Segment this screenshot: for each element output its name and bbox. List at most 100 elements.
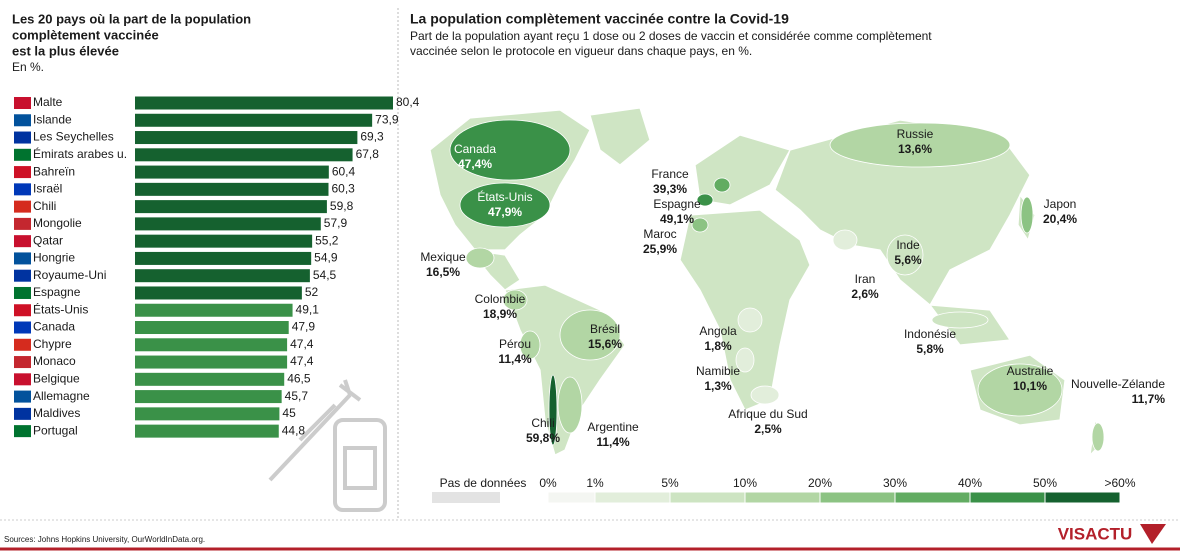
country <box>548 374 558 446</box>
flag <box>14 166 31 179</box>
country-name: Japon <box>1044 197 1077 211</box>
country-value: 2,5% <box>754 422 782 436</box>
flag <box>14 114 31 127</box>
category-label: Maldives <box>33 406 80 420</box>
value-label: 44,8 <box>282 423 306 437</box>
legend-tick-label: 30% <box>883 476 907 490</box>
category-label: Hongrie <box>33 251 75 265</box>
flag <box>14 304 31 317</box>
bar <box>135 424 279 438</box>
category-label: Chypre <box>33 337 72 351</box>
value-label: 60,4 <box>332 164 356 178</box>
country-name: France <box>651 167 689 181</box>
country-name: Afrique du Sud <box>728 407 807 421</box>
flag <box>14 356 31 369</box>
country-value: 5,6% <box>894 253 922 267</box>
legend-swatch <box>669 491 746 504</box>
left-title: Les 20 pays où la part de la population <box>12 11 251 26</box>
country-value: 59,8% <box>526 431 560 445</box>
country-value: 47,4% <box>458 157 492 171</box>
bar <box>135 96 393 110</box>
bar <box>135 251 312 265</box>
bar <box>135 321 289 335</box>
flag <box>14 148 31 161</box>
category-label: Canada <box>33 320 75 334</box>
bar <box>135 355 288 369</box>
map-subtitle: Part de la population ayant reçu 1 dose … <box>410 29 932 43</box>
flag <box>14 131 31 144</box>
value-label: 60,3 <box>332 182 356 196</box>
legend-swatch <box>819 491 896 504</box>
left-title: est la plus élevée <box>12 43 119 58</box>
legend-tick-label: 10% <box>733 476 757 490</box>
bar <box>135 217 321 231</box>
category-label: Israël <box>33 182 62 196</box>
legend-tick-label: >60% <box>1104 476 1135 490</box>
country <box>829 122 1011 168</box>
country-name: Indonésie <box>904 327 956 341</box>
bar <box>135 338 288 352</box>
country-value: 2,6% <box>851 287 879 301</box>
bar <box>135 303 293 317</box>
country-value: 16,5% <box>426 265 460 279</box>
category-label: Espagne <box>33 285 81 299</box>
category-label: Chili <box>33 199 56 213</box>
bar <box>135 269 310 283</box>
country-name: Chili <box>531 416 554 430</box>
category-label: États-Unis <box>33 301 88 316</box>
category-label: Malte <box>33 95 63 109</box>
legend-swatch <box>969 491 1046 504</box>
country <box>886 234 924 276</box>
country-value: 20,4% <box>1043 212 1077 226</box>
country <box>559 309 621 361</box>
category-label: Mongolie <box>33 216 82 230</box>
country-value: 39,3% <box>653 182 687 196</box>
country-name: Maroc <box>643 227 676 241</box>
bar <box>135 165 329 179</box>
bar <box>135 113 373 127</box>
country-value: 47,9% <box>488 205 522 219</box>
bar <box>135 372 285 386</box>
category-label: Émirats arabes u. <box>33 146 127 161</box>
value-label: 45 <box>282 406 296 420</box>
flag <box>14 183 31 196</box>
bar <box>135 200 327 214</box>
value-label: 54,9 <box>314 251 338 265</box>
country-name: Espagne <box>653 197 701 211</box>
country-name: Namibie <box>696 364 740 378</box>
value-label: 80,4 <box>396 95 420 109</box>
value-label: 46,5 <box>287 371 311 385</box>
legend-no-data: Pas de données <box>440 476 527 490</box>
source: Sources: Johns Hopkins University, OurWo… <box>4 535 205 544</box>
bar <box>135 182 329 196</box>
category-label: Bahreïn <box>33 164 75 178</box>
legend-swatch <box>744 491 821 504</box>
country-value: 11,7% <box>1132 392 1166 406</box>
bar <box>135 390 282 404</box>
value-label: 47,4 <box>290 354 314 368</box>
legend-tick-label: 40% <box>958 476 982 490</box>
country <box>459 182 551 228</box>
country <box>557 376 583 434</box>
flag <box>14 235 31 248</box>
category-label: Islande <box>33 112 72 126</box>
country <box>750 385 780 405</box>
country <box>931 311 989 329</box>
category-label: Royaume-Uni <box>33 268 106 282</box>
flag <box>14 217 31 230</box>
country <box>465 247 495 269</box>
legend-tick-label: 5% <box>661 476 679 490</box>
flag <box>14 373 31 386</box>
value-label: 67,8 <box>356 147 380 161</box>
country-name: Russie <box>897 127 934 141</box>
bar <box>135 234 313 248</box>
country-name: Pérou <box>499 337 531 351</box>
flag <box>14 286 31 299</box>
country-name: États-Unis <box>477 189 532 204</box>
value-label: 49,1 <box>296 302 320 316</box>
country <box>832 229 858 251</box>
value-label: 59,8 <box>330 199 354 213</box>
value-label: 47,9 <box>292 320 316 334</box>
map-title: La population complètement vaccinée cont… <box>410 11 789 27</box>
bar <box>135 407 280 421</box>
